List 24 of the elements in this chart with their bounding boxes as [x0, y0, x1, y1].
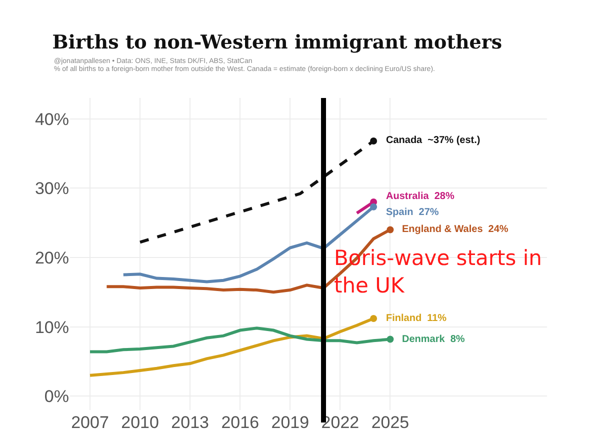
series-label: Spain 27%: [386, 207, 439, 218]
series-label: Australia 28%: [386, 191, 454, 202]
series-label: Finland 11%: [386, 313, 447, 324]
chart-title: Births to non-Western immigrant mothers: [52, 32, 502, 54]
point: [386, 226, 394, 234]
y-tick-label: 30%: [34, 179, 69, 198]
x-tick-label: 2010: [121, 413, 159, 432]
x-tick-label: 2013: [171, 413, 209, 432]
y-tick-label: 20%: [34, 248, 69, 268]
y-tick-label: 40%: [34, 110, 69, 129]
x-tick-label: 2007: [71, 413, 109, 432]
x-tick-label: 2022: [321, 413, 360, 432]
series-label: England & Wales 24%: [402, 224, 508, 235]
point: [370, 137, 378, 144]
point: [386, 336, 394, 343]
series-label: Canada ~37% (est.): [386, 135, 480, 146]
x-tick-label: 2025: [371, 413, 410, 432]
x-tick-label: 2016: [221, 413, 260, 432]
point: [370, 203, 378, 210]
x-tick-label: 2019: [271, 413, 310, 432]
y-tick-label: 0%: [44, 387, 69, 406]
y-tick-label: 10%: [34, 318, 69, 337]
point: [370, 314, 378, 322]
series-label: Denmark 8%: [402, 334, 465, 345]
